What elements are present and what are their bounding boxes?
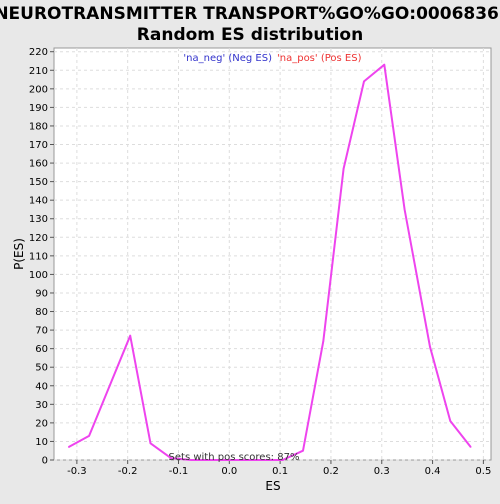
- y-tick-label: 80: [35, 307, 48, 318]
- x-axis-label: ES: [265, 479, 280, 493]
- data-point: [170, 457, 172, 459]
- y-tick-label: 210: [29, 66, 48, 77]
- y-axis-label: P(ES): [12, 238, 26, 270]
- y-tick-label: 190: [29, 103, 48, 114]
- x-tick-label: 0.4: [425, 466, 441, 477]
- x-tick-label: 0.3: [374, 466, 390, 477]
- y-tick-label: 10: [35, 437, 48, 448]
- data-point: [190, 459, 192, 461]
- data-point: [363, 80, 365, 83]
- y-tick-label: 30: [35, 400, 48, 411]
- x-tick-label: -0.1: [169, 466, 189, 477]
- y-tick-label: 200: [29, 84, 48, 95]
- y-tick-label: 110: [29, 251, 48, 262]
- y-tick-label: 70: [35, 326, 48, 337]
- data-point: [322, 340, 325, 343]
- grid-lines: [54, 48, 491, 461]
- chart-title-line1: NEUROTRANSMITTER TRANSPORT%GO%GO:0006836…: [0, 4, 500, 24]
- x-tick-label: 0.5: [475, 466, 491, 477]
- data-point: [342, 167, 345, 170]
- y-tick-label: 180: [29, 121, 48, 132]
- x-tick-label: 0.2: [323, 466, 339, 477]
- legend-pos: 'na_pos' (Pos ES): [277, 53, 362, 64]
- y-tick-label: 20: [35, 418, 48, 429]
- y-tick-label: 60: [35, 344, 48, 355]
- data-point: [231, 459, 233, 461]
- y-tick-label: 140: [29, 196, 48, 207]
- y-tick-label: 130: [29, 214, 48, 225]
- y-tick-label: 170: [29, 140, 48, 151]
- data-point: [302, 449, 304, 452]
- axes: 0 10 20 30 40 50 60 70 80 90 100 110 120 130 140 150 160…: [29, 47, 491, 477]
- plot-area: [53, 47, 492, 461]
- y-tick-label: 220: [29, 47, 48, 58]
- es-distribution-line: [68, 63, 472, 461]
- y-tick-label: 0: [42, 456, 48, 467]
- data-point: [429, 345, 431, 348]
- data-point: [251, 459, 253, 461]
- y-tick-label: 100: [29, 270, 48, 281]
- x-tick-label: -0.2: [118, 466, 138, 477]
- pos-scores-annotation: Sets with pos scores: 87%: [169, 452, 300, 463]
- y-tick-label: 150: [29, 177, 48, 188]
- chart-title-line2: Random ES distribution: [137, 25, 363, 45]
- data-point: [449, 420, 452, 422]
- legend-neg: 'na_neg' (Neg ES): [183, 53, 272, 64]
- data-point: [129, 334, 132, 337]
- x-tick-label: 0.1: [272, 466, 288, 477]
- y-tick-label: 90: [35, 288, 48, 299]
- x-tick-label: 0.0: [221, 466, 237, 477]
- data-point: [281, 459, 284, 461]
- data-point: [149, 442, 152, 445]
- data-point: [67, 446, 70, 448]
- y-tick-label: 160: [29, 159, 48, 170]
- data-point: [88, 435, 90, 437]
- data-point: [469, 446, 472, 448]
- y-tick-label: 40: [35, 381, 48, 392]
- data-point: [403, 208, 406, 211]
- data-point: [383, 63, 386, 66]
- y-tick-label: 120: [29, 233, 48, 244]
- x-tick-label: -0.3: [67, 466, 87, 477]
- series-layer: [67, 63, 472, 461]
- y-tick-label: 50: [35, 363, 48, 374]
